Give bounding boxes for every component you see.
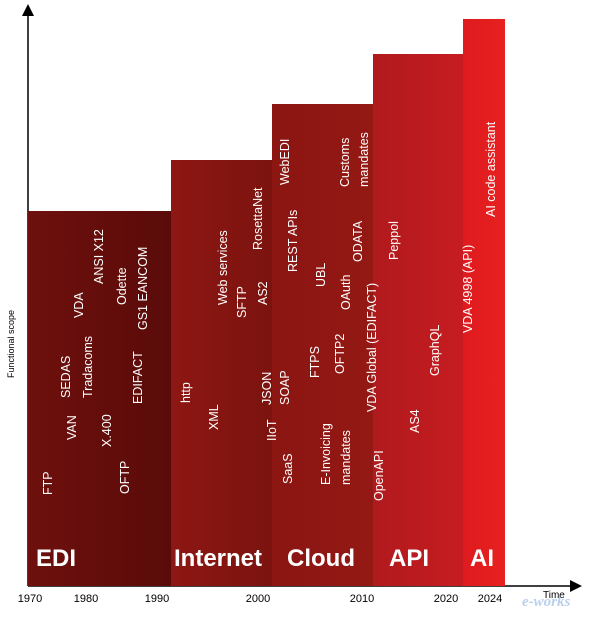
- tech-label-rest-apis: REST APIs: [286, 209, 300, 272]
- era-label-cloud: Cloud: [287, 545, 355, 572]
- tech-label-odata: ODATA: [351, 220, 365, 262]
- tech-label-ubl: UBL: [314, 262, 328, 287]
- tick-label-2000: 2000: [245, 593, 271, 605]
- watermark-logo: e-works: [522, 594, 571, 610]
- tech-label-web-services: Web services: [216, 230, 230, 305]
- tech-label-xml: XML: [207, 404, 221, 430]
- tech-label-http: http: [179, 382, 193, 403]
- tech-label-json: JSON: [260, 371, 274, 405]
- tech-label-e-invoicing-mandates-1: E-Invoicing: [319, 423, 333, 485]
- era-block-ai: [463, 19, 505, 586]
- tech-label-x400: X.400: [100, 414, 114, 447]
- y-axis-label: Functional scope: [6, 309, 16, 378]
- tech-label-peppol: Peppol: [387, 221, 401, 260]
- tech-label-sftp: SFTP: [235, 286, 249, 318]
- x-axis-arrow: [570, 580, 582, 592]
- tech-label-ftp: FTP: [41, 471, 55, 495]
- tech-label-vda-4998-api: VDA 4998 (API): [461, 244, 475, 333]
- tech-label-openapi: OpenAPI: [372, 450, 386, 501]
- era-label-internet: Internet: [174, 545, 263, 572]
- tech-label-vda: VDA: [72, 292, 86, 318]
- tick-label-1980: 1980: [73, 593, 99, 605]
- era-block-api: [373, 54, 463, 586]
- tech-label-sedas: SEDAS: [59, 355, 73, 398]
- tech-label-e-invoicing-mandates-2: mandates: [339, 430, 353, 485]
- tech-label-saas: SaaS: [281, 453, 295, 484]
- tech-label-edifact: EDIFACT: [131, 351, 145, 404]
- tech-label-ai-code-assistant: AI code assistant: [484, 121, 498, 217]
- tech-label-ftps: FTPS: [308, 346, 322, 378]
- era-label-ai: AI: [470, 545, 494, 572]
- x-axis-label: Time: [543, 590, 565, 601]
- tech-label-odette: Odette: [115, 267, 129, 305]
- tick-label-2010: 2010: [349, 593, 375, 605]
- era-label-api: API: [389, 545, 430, 572]
- tech-label-customs-mandates-2: mandates: [357, 132, 371, 187]
- era-block-edi: [28, 211, 171, 586]
- tech-label-soap: SOAP: [278, 370, 292, 405]
- tech-label-webedi: WebEDI: [278, 138, 292, 185]
- tech-label-ansi-x12: ANSI X12: [92, 229, 106, 284]
- tech-label-oftp2: OFTP2: [333, 333, 347, 374]
- y-axis-arrow: [22, 4, 34, 16]
- tick-label-2024: 2024: [477, 593, 503, 605]
- tech-label-oftp: OFTP: [118, 460, 132, 494]
- tech-label-rosettanet: RosettaNet: [251, 187, 265, 250]
- era-block-internet: [171, 160, 272, 586]
- tech-label-iiot: IIoT: [265, 419, 279, 441]
- tick-label-1990: 1990: [144, 593, 170, 605]
- era-label-edi: EDI: [36, 545, 77, 572]
- tech-label-as2: AS2: [256, 281, 270, 305]
- tech-label-customs-mandates-1: Customs: [338, 137, 352, 187]
- tech-label-oauth: OAuth: [339, 274, 353, 310]
- tech-label-tradacoms: Tradacoms: [81, 335, 95, 398]
- tech-label-van: VAN: [65, 415, 79, 440]
- tech-label-gs1-eancom: GS1 EANCOM: [136, 246, 150, 330]
- tech-label-vda-global-edifact: VDA Global (EDIFACT): [365, 282, 379, 412]
- tick-label-1970: 1970: [17, 593, 43, 605]
- era-block-cloud: [272, 104, 373, 586]
- tick-label-2020: 2020: [433, 593, 459, 605]
- tech-label-as4: AS4: [408, 409, 422, 433]
- tech-label-graphql: GraphQL: [428, 324, 442, 376]
